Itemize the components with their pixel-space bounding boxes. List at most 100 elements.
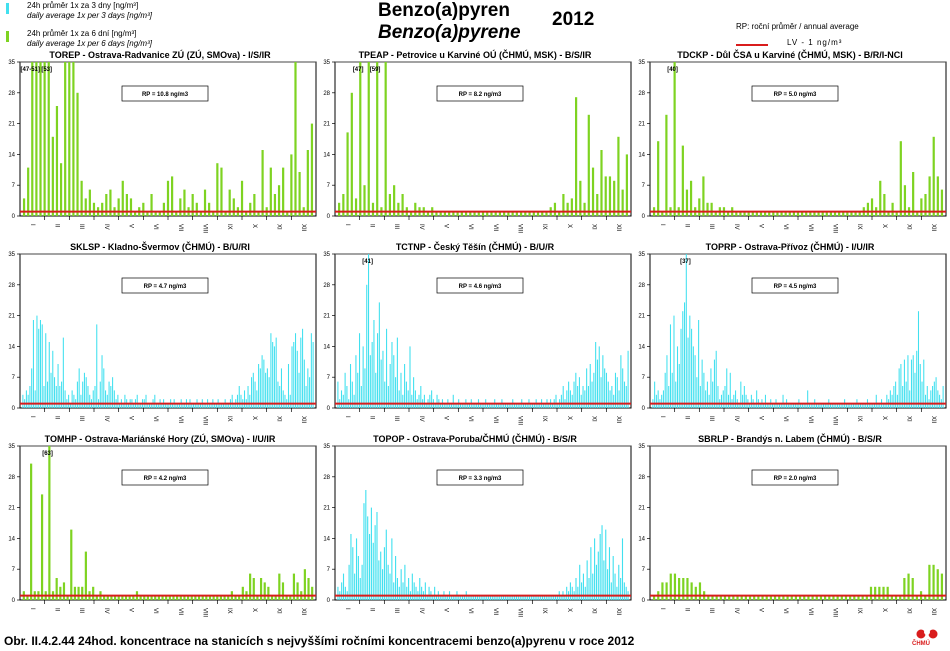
data-bar bbox=[788, 211, 791, 216]
month-label: XI bbox=[275, 224, 281, 230]
data-bar bbox=[404, 564, 406, 600]
data-bar bbox=[886, 394, 888, 408]
data-bar bbox=[350, 92, 353, 216]
annual-average-box bbox=[751, 277, 839, 294]
data-bar bbox=[863, 403, 865, 408]
data-bar bbox=[622, 368, 624, 408]
data-bar bbox=[219, 595, 223, 600]
data-bar bbox=[463, 403, 465, 408]
data-bar bbox=[858, 403, 860, 408]
y-tick-label: 0 bbox=[327, 406, 331, 412]
data-bar bbox=[756, 390, 758, 408]
data-bar bbox=[119, 403, 121, 408]
data-bar bbox=[684, 302, 686, 408]
data-bar bbox=[792, 211, 795, 216]
data-bar bbox=[161, 595, 164, 600]
data-bar bbox=[861, 403, 863, 408]
y-tick-label: 28 bbox=[638, 91, 645, 97]
data-bar bbox=[694, 586, 697, 600]
clipped-value-annotation: [63] bbox=[42, 451, 53, 457]
data-bar bbox=[461, 595, 464, 600]
data-bar bbox=[342, 573, 345, 600]
y-tick-label: 35 bbox=[638, 252, 645, 258]
data-bar bbox=[386, 328, 388, 408]
data-bar bbox=[279, 386, 281, 408]
data-bar bbox=[652, 595, 656, 600]
data-bar bbox=[877, 403, 879, 408]
data-bar bbox=[35, 62, 38, 216]
data-bar bbox=[515, 595, 518, 600]
month-label: VIII bbox=[831, 416, 837, 425]
data-bar bbox=[936, 176, 939, 216]
data-bar bbox=[812, 403, 814, 408]
annual-average-label: RP = 2.0 ng/m3 bbox=[774, 476, 817, 482]
data-bar bbox=[940, 573, 944, 600]
data-bar bbox=[740, 595, 743, 600]
data-bar bbox=[238, 386, 240, 408]
data-bar bbox=[617, 136, 620, 216]
data-bar bbox=[408, 578, 410, 600]
data-bar bbox=[925, 394, 927, 408]
data-bar bbox=[749, 403, 751, 408]
data-bar bbox=[382, 569, 384, 600]
month-label: X bbox=[251, 224, 257, 228]
data-bar bbox=[743, 386, 745, 408]
data-bar bbox=[894, 595, 898, 600]
data-bar bbox=[55, 386, 57, 408]
data-bar bbox=[707, 595, 710, 600]
data-bar bbox=[40, 494, 44, 600]
data-bar bbox=[575, 97, 578, 216]
data-bar bbox=[923, 359, 925, 408]
legend-green-text-en: daily average 1x per 6 days [ng/m³] bbox=[27, 39, 152, 48]
data-bar bbox=[861, 595, 864, 600]
data-bar bbox=[43, 62, 46, 216]
data-bar bbox=[228, 403, 230, 408]
data-bar bbox=[777, 403, 779, 408]
data-bar bbox=[441, 595, 443, 600]
data-bar bbox=[398, 586, 400, 600]
data-bar bbox=[569, 582, 571, 600]
data-bar bbox=[231, 394, 233, 408]
y-tick-label: 35 bbox=[323, 444, 330, 450]
data-bar bbox=[754, 403, 756, 408]
data-bar bbox=[736, 595, 739, 600]
data-bar bbox=[757, 595, 760, 600]
data-bar bbox=[474, 403, 476, 408]
data-bar bbox=[545, 211, 548, 216]
data-bar bbox=[157, 403, 159, 408]
annual-average-label: RP = 3.3 ng/m3 bbox=[459, 476, 502, 482]
data-bar bbox=[507, 211, 510, 216]
data-bar bbox=[583, 202, 586, 216]
annual-average-box bbox=[751, 85, 839, 102]
data-bar bbox=[382, 350, 384, 408]
data-bar bbox=[434, 403, 436, 408]
data-bar bbox=[582, 386, 584, 408]
data-bar bbox=[779, 403, 781, 408]
data-bar bbox=[303, 359, 305, 408]
annual-average-label: RP = 4.2 ng/m3 bbox=[144, 476, 187, 482]
month-label: VI bbox=[152, 416, 158, 422]
data-bar bbox=[687, 337, 689, 408]
data-bar bbox=[776, 211, 779, 216]
y-tick-label: 0 bbox=[12, 598, 16, 604]
data-bar bbox=[506, 595, 508, 600]
data-bar bbox=[599, 534, 601, 600]
data-bar bbox=[833, 211, 837, 216]
month-label: III bbox=[393, 416, 399, 421]
data-bar bbox=[866, 202, 870, 216]
data-bar bbox=[596, 359, 598, 408]
data-bar bbox=[614, 573, 616, 600]
data-bar bbox=[502, 595, 505, 600]
data-bar bbox=[156, 403, 158, 408]
data-bar bbox=[34, 390, 36, 408]
data-bar bbox=[164, 403, 166, 408]
data-bar bbox=[819, 595, 823, 600]
data-bar bbox=[514, 595, 516, 600]
data-bar bbox=[879, 403, 881, 408]
data-bar bbox=[909, 390, 911, 408]
data-bar bbox=[907, 355, 909, 408]
data-bar bbox=[541, 211, 544, 216]
data-bar bbox=[533, 403, 535, 408]
data-bar bbox=[678, 578, 681, 600]
data-bar bbox=[544, 403, 546, 408]
